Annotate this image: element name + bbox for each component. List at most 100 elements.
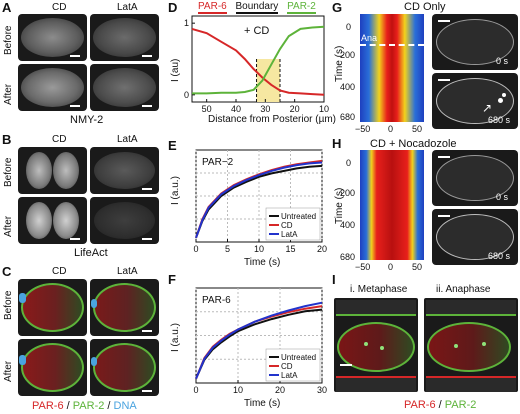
panel-h-title: CD + Nocadozole bbox=[370, 138, 457, 150]
panel-i-sub2: ii. Anaphase bbox=[436, 284, 491, 295]
panel-b-col-lata: LatA bbox=[117, 134, 138, 145]
panel-i-sub1: i. Metaphase bbox=[350, 284, 408, 295]
g-xtick: 50 bbox=[412, 124, 423, 134]
chart-f-frame bbox=[195, 287, 323, 384]
x-tick-label: 40 bbox=[231, 104, 241, 114]
y-tick-label: 1 bbox=[184, 18, 189, 28]
legend-cd: CD bbox=[281, 221, 293, 230]
micrograph-par-lata-before bbox=[90, 279, 159, 336]
x-tick-label: 30 bbox=[260, 104, 270, 114]
panel-c-col-lata: LatA bbox=[117, 266, 138, 277]
panel-e-ylabel: I (a.u.) bbox=[170, 176, 181, 205]
chart-e-legend: Untreated CD LatA bbox=[265, 207, 321, 241]
h-ytick: 0 bbox=[346, 158, 352, 168]
micrograph-nmy2-cd-after bbox=[18, 64, 87, 111]
chart-d-series bbox=[191, 25, 325, 96]
panel-h-label: H bbox=[332, 136, 342, 151]
x-tick-label: 30 bbox=[317, 385, 327, 395]
h-ytick: 680 bbox=[340, 252, 356, 262]
panel-b-row-before: Before bbox=[3, 157, 14, 187]
panel-c-col-cd: CD bbox=[52, 266, 67, 277]
scale-bar bbox=[142, 238, 152, 240]
anaphase-label: Ana bbox=[361, 33, 378, 43]
micrograph-lifeact-lata-after bbox=[90, 197, 159, 244]
panel-d-xlabel: Distance from Posterior (µm) bbox=[208, 114, 337, 125]
panel-a-col-cd: CD bbox=[52, 2, 67, 13]
g-ytick: 400 bbox=[340, 82, 356, 92]
micrograph-cd-only-680s: ↗ 680 s bbox=[432, 73, 518, 129]
g-ytick: 200 bbox=[340, 50, 356, 60]
panel-c-row-after: After bbox=[3, 360, 14, 382]
x-tick-label: 20 bbox=[317, 244, 327, 254]
time-stamp: 680 s bbox=[488, 115, 511, 125]
h-xtick: 0 bbox=[388, 262, 394, 272]
micrograph-lifeact-lata-before bbox=[90, 147, 159, 194]
panel-a-caption: NMY-2 bbox=[70, 114, 104, 126]
micrograph-par-cd-after bbox=[18, 339, 87, 396]
h-xtick: 50 bbox=[412, 262, 423, 272]
panel-c-label: C bbox=[2, 264, 12, 279]
kymograph-cd-nocodazole bbox=[360, 150, 424, 260]
chart-e-frame bbox=[195, 149, 323, 243]
x-tick-label: 20 bbox=[275, 385, 285, 395]
series-line-untreated bbox=[195, 308, 323, 380]
micrograph-metaphase bbox=[334, 298, 418, 392]
legend-untreated: Untreated bbox=[281, 353, 316, 362]
chart-d-annotation: + CD bbox=[244, 25, 269, 37]
chart-d-boundary-region bbox=[256, 59, 280, 102]
panel-b-caption: LifeAct bbox=[74, 247, 108, 259]
x-tick-label: 10 bbox=[254, 244, 264, 254]
y-tick-label: 0 bbox=[184, 90, 189, 100]
legend-cd: CD bbox=[281, 362, 293, 371]
micrograph-nmy2-lata-before bbox=[90, 14, 159, 61]
legend-lata: LatA bbox=[281, 371, 298, 380]
x-tick-label: 0 bbox=[193, 385, 198, 395]
panel-e-xlabel: Time (s) bbox=[244, 257, 281, 268]
h-ytick: 200 bbox=[340, 188, 356, 198]
g-xtick: 0 bbox=[388, 124, 394, 134]
chart-f-title: PAR-6 bbox=[202, 295, 231, 306]
x-tick-label: 5 bbox=[225, 244, 230, 254]
time-stamp: 680 s bbox=[488, 251, 511, 261]
chart-d-frame bbox=[191, 15, 325, 103]
micrograph-par-lata-after bbox=[90, 339, 159, 396]
scale-bar bbox=[438, 156, 450, 158]
scale-bar bbox=[340, 364, 352, 366]
micrograph-par-cd-before bbox=[18, 279, 87, 336]
micrograph-nocodazole-0s: 0 s bbox=[432, 150, 518, 206]
anaphase-line bbox=[360, 44, 424, 46]
x-tick-label: 10 bbox=[319, 104, 329, 114]
panel-e-label: E bbox=[168, 138, 177, 153]
x-tick-label: 15 bbox=[285, 244, 295, 254]
micrograph-nmy2-lata-after bbox=[90, 64, 159, 111]
x-tick-label: 10 bbox=[233, 385, 243, 395]
x-tick-label: 20 bbox=[290, 104, 300, 114]
panel-d-label: D bbox=[168, 0, 178, 15]
chart-f-legend: Untreated CD LatA bbox=[265, 348, 321, 382]
panel-a-row-after: After bbox=[3, 83, 14, 105]
scale-bar bbox=[438, 20, 450, 22]
scale-bar bbox=[438, 215, 450, 217]
arrow-icon: ↗ bbox=[482, 101, 493, 115]
legend-lata: LatA bbox=[281, 230, 298, 239]
series-line-lata bbox=[195, 301, 323, 380]
micrograph-nmy2-cd-before bbox=[18, 14, 87, 61]
panel-a-row-before: Before bbox=[3, 25, 14, 55]
series-line-cd bbox=[195, 305, 323, 380]
panel-c-row-before: Before bbox=[3, 290, 14, 320]
h-xtick: −50 bbox=[355, 262, 371, 272]
panel-d-legend: PAR-6 Boundary PAR-2 bbox=[198, 1, 316, 14]
micrograph-cd-only-0s: 0 s bbox=[432, 14, 518, 70]
panel-a-label: A bbox=[2, 0, 12, 15]
g-ytick: 680 bbox=[340, 112, 356, 122]
scale-bar bbox=[142, 55, 152, 57]
panel-b-label: B bbox=[2, 132, 12, 147]
panel-f-label: F bbox=[168, 272, 176, 287]
panel-d-ylabel: I (au) bbox=[170, 58, 181, 82]
panel-b-col-cd: CD bbox=[52, 134, 67, 145]
series-line-par-2 bbox=[192, 25, 325, 95]
series-line-cd bbox=[195, 159, 323, 239]
g-ytick: 0 bbox=[346, 22, 352, 32]
panel-g-label: G bbox=[332, 0, 343, 15]
x-tick-label: 50 bbox=[202, 104, 212, 114]
